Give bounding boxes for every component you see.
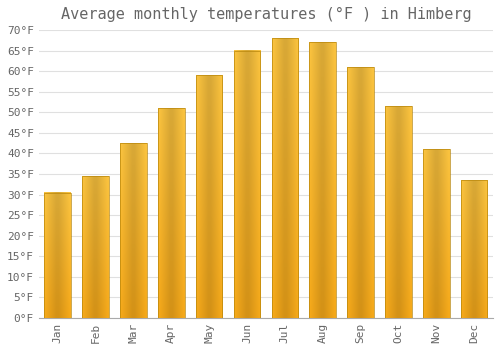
Bar bbox=[44, 193, 71, 318]
Bar bbox=[272, 38, 298, 318]
Bar bbox=[234, 51, 260, 318]
Bar bbox=[348, 67, 374, 318]
Bar bbox=[385, 106, 411, 318]
Bar bbox=[158, 108, 184, 318]
Bar bbox=[196, 75, 222, 318]
Bar bbox=[82, 176, 109, 318]
Bar bbox=[120, 143, 146, 318]
Title: Average monthly temperatures (°F ) in Himberg: Average monthly temperatures (°F ) in Hi… bbox=[60, 7, 471, 22]
Bar bbox=[423, 149, 450, 318]
Bar bbox=[461, 180, 487, 318]
Bar bbox=[310, 42, 336, 318]
